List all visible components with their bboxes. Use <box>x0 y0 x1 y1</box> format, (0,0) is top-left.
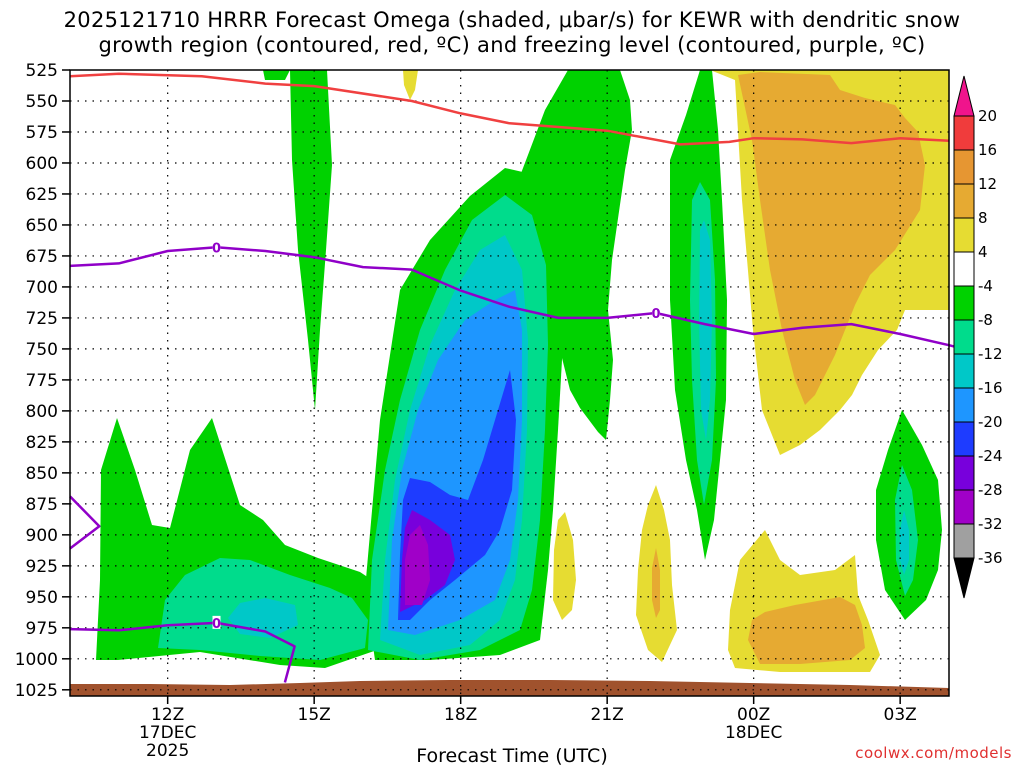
y-tick-label-550: 550 <box>26 92 58 112</box>
plot-frame <box>69 69 950 697</box>
omega-colorbar: 20 16 12 8 4 -4 -8 -12 -16 -20 -24 -28 -32 -36 <box>953 75 1003 599</box>
x-tick-label-18Z: 18Z <box>444 705 477 725</box>
green-sliver-top <box>263 70 290 80</box>
colorbar-bin-12 <box>953 523 975 559</box>
yellow-small-20z <box>553 512 576 620</box>
y-tick-label-1000: 1000 <box>15 650 58 670</box>
colorbar-label-2: 12 <box>978 175 997 193</box>
x-tick-date-12Z: 17DEC <box>139 723 196 743</box>
y-tick-label-875: 875 <box>26 495 58 515</box>
y-tick-label-750: 750 <box>26 340 58 360</box>
chart-title-line-1: 2025121710 HRRR Forecast Omega (shaded, … <box>63 8 961 32</box>
x-tick-date-00Z: 18DEC <box>725 723 782 743</box>
colorbar-bin-5 <box>953 285 975 321</box>
colorbar-label-6: -8 <box>978 311 993 329</box>
colorbar-label-0: 20 <box>978 107 997 125</box>
colorbar-bin-2 <box>953 183 975 219</box>
colorbar-label-13: -36 <box>978 549 1003 567</box>
y-tick-label-575: 575 <box>26 123 58 143</box>
x-tick-label-00Z: 00Z <box>737 705 770 725</box>
contour-line-2 <box>69 495 101 550</box>
x-tick-label-03Z: 03Z <box>884 705 917 725</box>
x-tick-label-12Z: 12Z <box>151 705 184 725</box>
contour-line-1 <box>69 246 974 353</box>
pressure-axis: 525 550 575 600 625 650 675 700 725 750 775 800 825 8… <box>15 61 70 701</box>
green-plume-15z <box>290 70 332 410</box>
colorbar-bin-8 <box>953 387 975 423</box>
y-tick-label-600: 600 <box>26 154 58 174</box>
y-tick-label-900: 900 <box>26 526 58 546</box>
colorbar-bin-3 <box>953 217 975 253</box>
y-tick-label-1025: 1025 <box>15 681 58 701</box>
colorbar-label-10: -24 <box>978 447 1003 465</box>
chart-title-line-2: growth region (contoured, red, ºC) and f… <box>98 33 926 57</box>
colorbar-bin-4 <box>953 251 975 287</box>
colorbar-bin-1 <box>953 149 975 185</box>
colorbar-bin-11 <box>953 489 975 525</box>
y-tick-label-525: 525 <box>26 61 58 81</box>
contour-label-2: 0 <box>212 617 221 632</box>
cyan-small-right <box>900 510 909 575</box>
green-upper-plume <box>520 70 632 440</box>
colorbar-label-3: 8 <box>978 209 988 227</box>
y-tick-label-825: 825 <box>26 433 58 453</box>
colorbar-label-7: -12 <box>978 345 1003 363</box>
colorbar-label-1: 16 <box>978 141 997 159</box>
y-tick-label-625: 625 <box>26 185 58 205</box>
y-tick-label-650: 650 <box>26 216 58 236</box>
y-tick-label-675: 675 <box>26 247 58 267</box>
purple-core <box>405 525 430 605</box>
y-tick-label-725: 725 <box>26 309 58 329</box>
orange-upper-right <box>738 72 925 405</box>
y-tick-label-950: 950 <box>26 588 58 608</box>
omega-region-purple <box>405 525 430 605</box>
orange-small-22z <box>652 548 660 618</box>
contour-label-bg-0 <box>212 240 221 254</box>
orange-lower-right <box>748 597 865 664</box>
colorbar-label-11: -28 <box>978 481 1003 499</box>
y-tick-label-850: 850 <box>26 464 58 484</box>
terrain-surface <box>70 680 949 696</box>
colorbar-bin-10 <box>953 455 975 491</box>
x-tick-label-15Z: 15Z <box>298 705 331 725</box>
y-tick-label-700: 700 <box>26 278 58 298</box>
x-axis-label: Forecast Time (UTC) <box>416 745 608 767</box>
colorbar-label-8: -16 <box>978 379 1003 397</box>
colorbar-bin-6 <box>953 319 975 355</box>
colorbar-label-9: -20 <box>978 413 1003 431</box>
colorbar-bin-9 <box>953 421 975 457</box>
y-tick-label-775: 775 <box>26 371 58 391</box>
contour-label-1: 0 <box>651 307 660 322</box>
contour-lines: 0 0 0 <box>69 72 974 683</box>
colorbar-label-4: 4 <box>978 243 988 261</box>
contour-label-bg-1 <box>652 305 660 319</box>
yellow-top-sliver <box>403 70 418 100</box>
y-tick-label-800: 800 <box>26 402 58 422</box>
colorbar-top-arrow <box>953 75 975 117</box>
omega-region-orange <box>652 72 925 664</box>
contour-label-0: 0 <box>212 241 221 256</box>
colorbar-label-5: -4 <box>978 277 993 295</box>
contour-label-bg-2 <box>212 615 221 629</box>
colorbar-bin-0 <box>953 115 975 151</box>
credit-text[interactable]: coolwx.com/models <box>855 744 1012 762</box>
colorbar-bin-7 <box>953 353 975 389</box>
colorbar-label-12: -32 <box>978 515 1003 533</box>
x-tick-label-21Z: 21Z <box>591 705 624 725</box>
y-tick-label-975: 975 <box>26 619 58 639</box>
omega-shading <box>70 70 949 696</box>
contour-line-0 <box>69 72 950 146</box>
x-tick-year-12Z: 2025 <box>146 741 189 761</box>
colorbar-bottom-arrow <box>953 557 975 599</box>
y-tick-label-925: 925 <box>26 557 58 577</box>
cyan-column-22z <box>699 220 712 440</box>
